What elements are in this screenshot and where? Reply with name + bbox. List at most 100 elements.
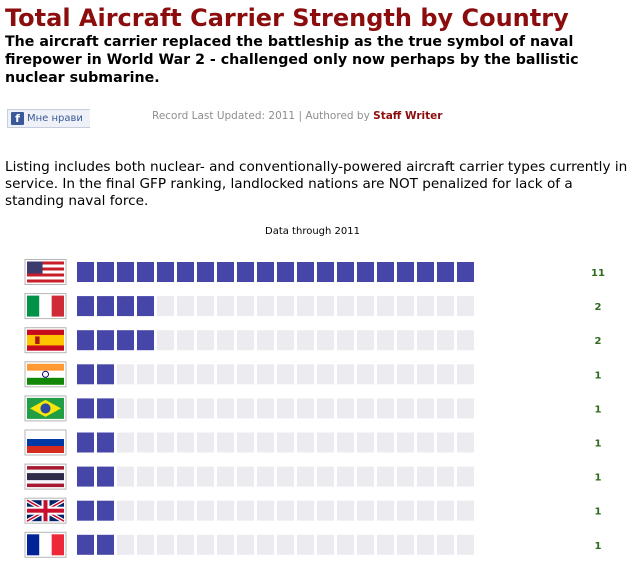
bar-segment-empty [237, 500, 254, 521]
bar-segment-empty [157, 398, 174, 419]
bar-segment-empty [317, 330, 334, 351]
bar-segment-filled [77, 534, 94, 555]
bar-segment-filled [137, 330, 154, 351]
bar-segment-empty [457, 330, 474, 351]
bar-segment-filled [117, 296, 134, 317]
author-link[interactable]: Staff Writer [373, 110, 443, 122]
bar-segment-empty [157, 296, 174, 317]
chart-title: Data through 2011 [265, 226, 360, 237]
value-label: 11 [591, 268, 605, 279]
bar-segment-empty [217, 534, 234, 555]
bar-segment-filled [97, 466, 114, 487]
bar-segment-filled [237, 262, 254, 282]
bar-segment-empty [257, 296, 274, 317]
bar-segment-empty [437, 432, 454, 453]
flag-spain-icon: Spain [24, 327, 67, 354]
bar-segment-filled [277, 262, 294, 282]
bar-segment-empty [257, 500, 274, 521]
bar-segment-empty [177, 330, 194, 351]
value-label: 1 [595, 507, 602, 518]
bar-segment-filled [77, 432, 94, 453]
bar-segment-empty [117, 466, 134, 487]
bar-segment-empty [457, 432, 474, 453]
bar-segment-empty [297, 432, 314, 453]
flag-france-icon: France [24, 531, 67, 558]
bar-segment-filled [77, 262, 94, 282]
value-label: 1 [595, 473, 602, 484]
bar-segment-empty [457, 466, 474, 487]
bar-segment-filled [137, 296, 154, 317]
bar-segment-empty [237, 330, 254, 351]
bar-segment-empty [137, 432, 154, 453]
bar-segment-empty [217, 364, 234, 385]
bar-segment-empty [297, 500, 314, 521]
bar-segment-empty [157, 534, 174, 555]
bar-segment-empty [317, 364, 334, 385]
bar-segment-empty [237, 534, 254, 555]
bar-segment-empty [237, 466, 254, 487]
bar-segment-empty [397, 398, 414, 419]
flag-brazil-icon: Brazil [24, 395, 67, 422]
bar-segment-empty [377, 330, 394, 351]
bar-segment-empty [257, 466, 274, 487]
bar-segment-empty [137, 500, 154, 521]
bar-segment-filled [117, 262, 134, 282]
value-label: 1 [595, 404, 602, 415]
bar-segment-filled [397, 262, 414, 282]
chart-row: Italy 2 [24, 293, 602, 320]
bar-segment-empty [237, 398, 254, 419]
bar-segment-empty [277, 364, 294, 385]
bar-segment-empty [157, 500, 174, 521]
bar-segment-empty [117, 534, 134, 555]
bar-segment-empty [217, 398, 234, 419]
bar-segment-empty [317, 534, 334, 555]
bar-segment-empty [357, 330, 374, 351]
value-label: 2 [595, 302, 602, 313]
bar-segment-empty [337, 296, 354, 317]
bar-segment-filled [97, 500, 114, 521]
bar-segment-empty [197, 432, 214, 453]
bar-segment-filled [97, 398, 114, 419]
bar-segment-empty [297, 466, 314, 487]
bar-segment-empty [437, 534, 454, 555]
bar-segment-empty [277, 432, 294, 453]
bar-segment-empty [377, 500, 394, 521]
flag-india-icon: India [24, 361, 67, 388]
bar-segment-empty [457, 364, 474, 385]
bar-segment-filled [77, 466, 94, 487]
bar-segment-empty [417, 500, 434, 521]
chart-row: Russia 1 [24, 429, 602, 456]
bar-segment-filled [97, 330, 114, 351]
bar-segment-empty [317, 398, 334, 419]
bar-segment-empty [217, 500, 234, 521]
bar-segment-empty [397, 296, 414, 317]
bar-segment-empty [237, 296, 254, 317]
bar-segment-empty [417, 466, 434, 487]
bar-segment-empty [197, 534, 214, 555]
bar-segment-empty [297, 398, 314, 419]
bar-segment-empty [137, 398, 154, 419]
bar-segment-empty [377, 398, 394, 419]
facebook-like-button[interactable]: f Мне нрави [7, 109, 90, 128]
bar-segment-empty [357, 466, 374, 487]
bar-segment-filled [377, 262, 394, 282]
chart-row: India 1 [24, 361, 602, 388]
bar-segment-empty [157, 466, 174, 487]
bar-segment-empty [337, 432, 354, 453]
bar-segment-empty [137, 534, 154, 555]
bar-segment-empty [297, 296, 314, 317]
bar-segment-empty [177, 364, 194, 385]
bar-segment-empty [257, 364, 274, 385]
page-title: Total Aircraft Carrier Strength by Count… [5, 4, 569, 32]
bar-segment-empty [277, 296, 294, 317]
bar-segment-filled [97, 432, 114, 453]
bar-segment-filled [77, 330, 94, 351]
bar-segment-empty [217, 296, 234, 317]
bar-segment-empty [137, 466, 154, 487]
bar-segment-empty [437, 364, 454, 385]
bar-segment-filled [97, 364, 114, 385]
bar-segment-filled [177, 262, 194, 282]
bar-segment-empty [397, 466, 414, 487]
bar-segment-empty [317, 296, 334, 317]
